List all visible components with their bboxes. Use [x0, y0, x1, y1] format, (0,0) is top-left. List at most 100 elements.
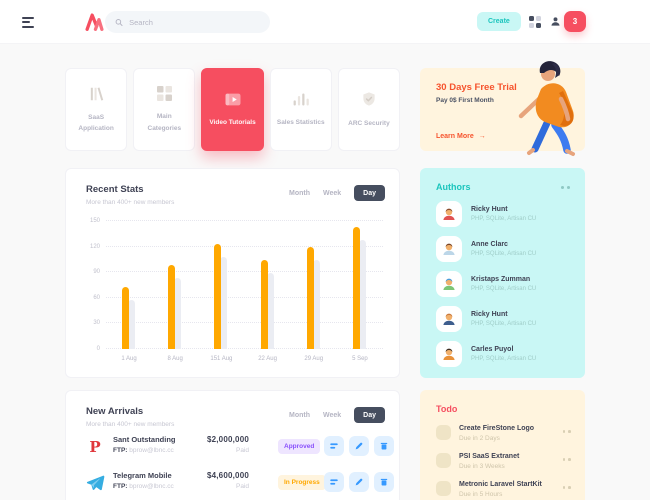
todo-item[interactable]: Create FireStone Logo Due in 2 Days [436, 425, 571, 442]
search-input[interactable] [129, 17, 260, 27]
tab-week[interactable]: Week [322, 189, 342, 197]
card-label: ARC Security [348, 119, 390, 127]
books-icon [90, 87, 104, 101]
arrow-right-icon [479, 133, 486, 140]
author-name[interactable]: Kristaps Zumman [471, 276, 531, 284]
period-tabs: Month Week Day [289, 185, 385, 201]
todo-item-due: Due in 5 Hours [459, 491, 503, 498]
app-name[interactable]: Telegram Mobile [113, 471, 172, 480]
panel-subtitle: More than 400+ new members [86, 421, 175, 428]
details-icon [330, 443, 338, 449]
apps-grid-icon[interactable] [529, 16, 541, 28]
card-arc-security[interactable]: ARC Security [337, 68, 401, 151]
delete-button[interactable] [374, 436, 394, 456]
todo-checkbox[interactable] [436, 453, 451, 468]
todo-item-menu-icon[interactable] [562, 430, 571, 433]
panel-subtitle: More than 400+ new members [86, 199, 175, 206]
todo-item-title[interactable]: Create FireStone Logo [459, 425, 535, 432]
card-label: Main Categories [147, 113, 182, 132]
author-name[interactable]: Carles Puyol [471, 346, 514, 354]
todo-item-menu-icon[interactable] [562, 486, 571, 489]
learn-more-link[interactable]: Learn More [436, 133, 486, 140]
panel-title: Recent Stats [86, 184, 144, 195]
author-row[interactable]: Kristaps Zumman PHP, SQLite, Artisan CU [436, 271, 571, 297]
edit-button[interactable] [349, 436, 369, 456]
period-tabs: Month Week Day [289, 407, 385, 423]
status-badge: Approved [278, 439, 321, 454]
edit-icon [355, 442, 363, 450]
author-name[interactable]: Anne Clarc [471, 241, 508, 249]
author-row[interactable]: Carles Puyol PHP, SQLite, Artisan CU [436, 341, 571, 367]
trial-title: 30 Days Free Trial [436, 82, 517, 93]
brand-logo-icon [85, 13, 104, 31]
avatar [436, 306, 462, 332]
chart-plot [106, 220, 383, 349]
delete-button[interactable] [374, 472, 394, 492]
card-label: Video Tutorials [209, 118, 256, 126]
row-actions [324, 472, 394, 492]
edit-button[interactable] [349, 472, 369, 492]
tab-month[interactable]: Month [288, 189, 310, 197]
create-button[interactable]: Create [477, 12, 521, 31]
todo-item-title[interactable]: PSI SaaS Extranet [459, 453, 520, 460]
tab-day[interactable]: Day [354, 407, 385, 423]
top-bar: Create 3 [0, 0, 650, 44]
author-name[interactable]: Ricky Hunt [471, 311, 508, 319]
todo-item-due: Due in 3 Weeks [459, 463, 505, 470]
todo-item-due: Due in 2 Days [459, 435, 500, 442]
brand-logo[interactable] [83, 10, 105, 39]
notification-badge[interactable]: 3 [564, 11, 586, 32]
details-button[interactable] [324, 472, 344, 492]
author-row[interactable]: Ricky Hunt PHP, SQLite, Artisan CU [436, 306, 571, 332]
details-button[interactable] [324, 436, 344, 456]
amount: $4,600,000 [206, 471, 249, 480]
learn-more-label: Learn More [436, 133, 474, 140]
trial-subtitle: Pay 0$ First Month [436, 97, 494, 104]
video-film-icon [225, 93, 240, 106]
author-row[interactable]: Anne Clarc PHP, SQLite, Artisan CU [436, 236, 571, 262]
chart-x-axis: 1 Aug 8 Aug 151 Aug 22 Aug 29 Aug 5 Sep [121, 356, 368, 362]
more-options-icon[interactable] [561, 186, 570, 189]
new-arrivals-panel: New Arrivals More than 400+ new members … [65, 390, 400, 500]
recent-stats-panel: Recent Stats More than 400+ new members … [65, 168, 400, 378]
todo-item[interactable]: Metronic Laravel StartKit Due in 5 Hours [436, 481, 571, 498]
app-name[interactable]: Sant Outstanding [113, 435, 176, 444]
todo-item-title[interactable]: Metronic Laravel StartKit [459, 481, 542, 488]
chart-y-axis: 0 30 60 90 120 150 [89, 218, 100, 352]
todo-checkbox[interactable] [436, 481, 451, 496]
details-icon [330, 479, 338, 485]
panel-title: New Arrivals [86, 406, 144, 417]
amount: $2,000,000 [206, 435, 249, 444]
authors-panel: Authors Ricky Hunt PHP, SQLite, Artisan … [420, 168, 585, 378]
card-label: SaaS Application [78, 113, 114, 132]
card-main-categories[interactable]: Main Categories [133, 68, 196, 151]
card-label: Sales Statistics [276, 118, 325, 126]
free-trial-card[interactable]: 30 Days Free Trial Pay 0$ First Month Le… [420, 61, 585, 156]
author-name[interactable]: Ricky Hunt [471, 206, 508, 214]
todo-checkbox[interactable] [436, 425, 451, 440]
todo-item-menu-icon[interactable] [562, 458, 571, 461]
table-row[interactable]: Telegram Mobile FTP: bprow@lbnc.cc $4,60… [84, 468, 394, 498]
card-video-tutorials[interactable]: Video Tutorials [201, 68, 264, 151]
telegram-icon [84, 472, 106, 494]
author-row[interactable]: Ricky Hunt PHP, SQLite, Artisan CU [436, 201, 571, 227]
delete-icon [380, 442, 388, 450]
table-row[interactable]: P Sant Outstanding FTP: bprow@lbnc.cc $2… [84, 432, 394, 462]
todo-item[interactable]: PSI SaaS Extranet Due in 3 Weeks [436, 453, 571, 470]
hamburger-menu-icon[interactable] [22, 17, 34, 30]
card-saas-application[interactable]: SaaS Application [65, 68, 128, 151]
user-icon[interactable] [549, 14, 562, 34]
chart-groups [106, 221, 383, 349]
search-icon [115, 18, 123, 26]
authors-title: Authors [436, 182, 471, 192]
p-logo-icon: P [89, 438, 101, 456]
tab-month[interactable]: Month [288, 411, 310, 419]
app-ftp: FTP: bprow@lbnc.cc [113, 483, 174, 490]
recent-stats-chart: 0 30 60 90 120 150 1 Aug 8 Aug 151 Aug 22 Aug 29 … [84, 218, 383, 362]
card-sales-statistics[interactable]: Sales Statistics [269, 68, 332, 151]
todo-title: Todo [436, 404, 458, 414]
edit-icon [355, 478, 363, 486]
trial-illustration [518, 61, 575, 156]
tab-day[interactable]: Day [354, 185, 385, 201]
tab-week[interactable]: Week [322, 411, 342, 419]
